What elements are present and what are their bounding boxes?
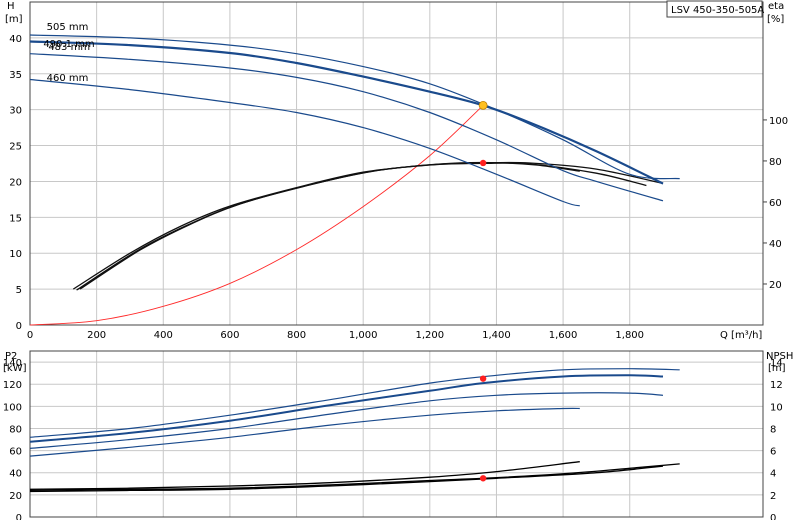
npsh-curve xyxy=(29,461,580,490)
x-tick-label: 600 xyxy=(220,330,239,341)
power-axis-unit: [kW] xyxy=(3,363,27,374)
model-box xyxy=(666,0,763,18)
head-tick-label: 20 xyxy=(9,177,22,188)
head-tick-label: 0 xyxy=(16,321,22,332)
power-tick-label: 80 xyxy=(9,424,22,435)
head-curve xyxy=(29,78,580,207)
power-tick-label: 100 xyxy=(3,402,22,413)
operating-point-marker xyxy=(478,100,488,110)
x-tick-label: 1,800 xyxy=(615,330,644,341)
x-tick-label: 400 xyxy=(154,330,173,341)
power-tick-label: 0 xyxy=(16,513,22,520)
power-tick-label: 60 xyxy=(9,447,22,458)
top-ticks: 0 200 400 600 800 1,000 1,200 1,400 1,600 1,800 0 5… xyxy=(9,34,788,341)
head-curve-label: 490.1 mm xyxy=(43,39,94,50)
eta-tick-label: 20 xyxy=(769,280,782,291)
power-curve xyxy=(29,374,664,443)
power-curve xyxy=(29,368,680,438)
npsh-tick-label: 12 xyxy=(770,380,783,391)
npsh-axis-unit: [m] xyxy=(768,363,786,374)
x-tick-label: 1,400 xyxy=(482,330,511,341)
x-tick-label: 1,200 xyxy=(415,330,444,341)
model-label: LSV 450-350-505A xyxy=(671,5,764,16)
npsh-point-marker xyxy=(479,475,487,482)
eta-tick-label: 40 xyxy=(769,239,782,250)
head-tick-label: 15 xyxy=(9,213,22,224)
power-point-marker xyxy=(479,375,487,382)
head-tick-label: 5 xyxy=(16,285,22,296)
efficiency-curve xyxy=(79,161,580,290)
eta-tick-label: 60 xyxy=(769,198,782,209)
npsh-curve xyxy=(29,465,664,493)
head-curve xyxy=(29,34,680,180)
head-curve xyxy=(29,53,664,202)
npsh-curve xyxy=(29,463,680,492)
power-curve xyxy=(29,392,664,449)
q-axis-label: Q [m³/h] xyxy=(720,330,762,341)
power-axis-label: P2 xyxy=(5,351,17,362)
npsh-axis-label: NPSH xyxy=(766,351,793,362)
x-tick-label: 800 xyxy=(287,330,306,341)
power-tick-label: 140 xyxy=(3,358,22,369)
x-tick-label: 1,600 xyxy=(549,330,578,341)
eta-axis-unit: [%] xyxy=(767,14,784,25)
head-tick-label: 35 xyxy=(9,70,22,81)
head-curve-label: 483 mm xyxy=(48,42,90,53)
head-tick-label: 25 xyxy=(9,142,22,153)
head-curve xyxy=(29,40,664,185)
npsh-tick-label: 2 xyxy=(770,491,776,502)
top-plot-frame xyxy=(29,1,764,326)
head-axis-label: H xyxy=(7,1,15,12)
efficiency-point-marker xyxy=(479,159,487,167)
bottom-curves xyxy=(29,368,680,493)
top-grid xyxy=(30,2,763,325)
eta-tick-label: 100 xyxy=(769,116,788,127)
bottom-plot-frame xyxy=(29,350,764,518)
head-tick-label: 40 xyxy=(9,34,22,45)
head-curve-label: 505 mm xyxy=(47,22,89,33)
power-tick-label: 120 xyxy=(3,380,22,391)
system-curve xyxy=(29,105,484,326)
power-curve xyxy=(29,407,580,457)
npsh-tick-label: 0 xyxy=(770,513,776,520)
power-npsh-panel: 0 20 40 60 80 100 120 140 0 2 4 6 8 10 12 14 P2 [kW] NP… xyxy=(3,350,793,520)
head-axis-unit: [m] xyxy=(5,14,23,25)
npsh-tick-label: 4 xyxy=(770,469,776,480)
efficiency-curve xyxy=(76,162,647,291)
power-tick-label: 20 xyxy=(9,491,22,502)
bottom-ticks: 0 20 40 60 80 100 120 140 0 2 4 6 8 10 12 14 xyxy=(3,358,783,520)
eta-axis-label: eta xyxy=(768,1,784,12)
x-tick-label: 0 xyxy=(27,330,33,341)
npsh-tick-label: 8 xyxy=(770,424,776,435)
head-tick-label: 30 xyxy=(9,106,22,117)
npsh-tick-label: 10 xyxy=(770,402,783,413)
head-curve-label: 460 mm xyxy=(47,73,89,84)
npsh-tick-label: 14 xyxy=(770,358,783,369)
head-tick-label: 10 xyxy=(9,249,22,260)
x-tick-label: 1,000 xyxy=(349,330,378,341)
npsh-tick-label: 6 xyxy=(770,447,776,458)
power-tick-label: 40 xyxy=(9,469,22,480)
eta-tick-label: 80 xyxy=(769,157,782,168)
x-tick-label: 200 xyxy=(87,330,106,341)
